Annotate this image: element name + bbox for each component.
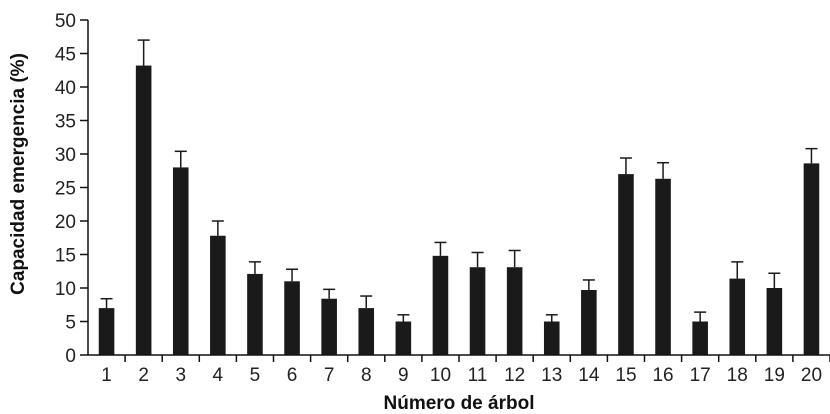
y-tick-label: 35 bbox=[55, 112, 76, 133]
x-tick-label: 10 bbox=[430, 365, 451, 386]
x-tick-label: 8 bbox=[361, 365, 372, 386]
x-tick-label: 16 bbox=[652, 365, 673, 386]
bar bbox=[655, 178, 671, 355]
bar bbox=[135, 65, 152, 355]
bar bbox=[395, 321, 412, 355]
x-tick-label: 2 bbox=[138, 365, 149, 386]
x-tick-label: 17 bbox=[690, 365, 711, 386]
x-tick-label: 11 bbox=[468, 365, 488, 386]
x-tick-label: 20 bbox=[801, 365, 822, 386]
y-tick-label: 40 bbox=[55, 78, 76, 99]
x-tick-label: 3 bbox=[175, 365, 186, 386]
bars bbox=[98, 39, 820, 355]
bar bbox=[172, 167, 189, 355]
bar bbox=[321, 298, 337, 355]
y-axis-title: Capacidad emergencia (%) bbox=[8, 53, 29, 295]
x-tick-label: 14 bbox=[578, 365, 600, 386]
x-tick-label: 19 bbox=[764, 365, 785, 386]
bar bbox=[729, 278, 746, 355]
bar bbox=[692, 321, 708, 355]
y-tick-label: 20 bbox=[55, 212, 76, 233]
x-axis-title: Número de árbol bbox=[384, 393, 535, 414]
bar bbox=[766, 288, 783, 355]
x-axis-ticks: 1 2 3 4 5 6 7 8 9 10 11 12 13 14 15 16 17 18 19 20 bbox=[101, 355, 830, 386]
bar bbox=[284, 281, 300, 355]
x-tick-label: 7 bbox=[324, 365, 335, 386]
bar bbox=[506, 267, 523, 355]
x-tick-label: 1 bbox=[101, 365, 112, 386]
y-tick-label: 10 bbox=[55, 279, 76, 300]
bar bbox=[247, 273, 263, 355]
x-tick-label: 6 bbox=[287, 365, 298, 386]
x-tick-label: 4 bbox=[213, 365, 224, 386]
x-tick-label: 9 bbox=[398, 365, 409, 386]
x-tick-label: 18 bbox=[727, 365, 748, 386]
bar bbox=[432, 255, 449, 355]
y-tick-label: 0 bbox=[65, 346, 76, 367]
bar bbox=[618, 174, 634, 355]
y-tick-label: 25 bbox=[55, 179, 76, 200]
y-tick-label: 5 bbox=[65, 313, 76, 334]
x-tick-label: 5 bbox=[250, 365, 261, 386]
bar bbox=[358, 308, 375, 355]
y-tick-label: 45 bbox=[55, 45, 76, 66]
x-tick-label: 12 bbox=[504, 365, 525, 386]
y-tick-label: 15 bbox=[55, 246, 76, 267]
x-tick-label: 15 bbox=[615, 365, 636, 386]
x-tick-label: 13 bbox=[541, 365, 562, 386]
bar bbox=[543, 321, 560, 355]
y-axis-ticks: 0 5 10 15 20 25 30 35 40 45 50 bbox=[55, 11, 88, 367]
bar bbox=[98, 308, 115, 355]
y-tick-label: 50 bbox=[55, 11, 76, 32]
bar bbox=[469, 267, 486, 355]
y-tick-label: 30 bbox=[55, 145, 76, 166]
bar bbox=[210, 235, 226, 355]
bar bbox=[581, 290, 597, 355]
bar bbox=[803, 163, 820, 355]
